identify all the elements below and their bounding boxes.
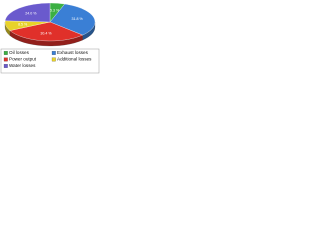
slice: [4, 2, 51, 23]
chart: 5.3 % 31.8 % 30.4 % 8.5 % 24.0 % Oil losses Ex…: [0, 2, 100, 74]
legend-box: [0, 48, 100, 74]
legend-label: Oil losses: [9, 50, 30, 55]
legend-label: Additional losses: [57, 57, 92, 62]
value-label: 5.3 %: [50, 8, 60, 12]
legend-swatch: [3, 51, 8, 55]
value-label: 8.5 %: [18, 22, 28, 26]
legend-label: Exhaust losses: [57, 50, 89, 55]
legend-label: Power output: [9, 57, 37, 62]
legend-swatch: [3, 57, 8, 62]
legend-label: Water losses: [9, 63, 36, 68]
legend-swatch: [51, 51, 56, 55]
value-label: 24.0 %: [25, 11, 37, 15]
legend-swatch: [3, 64, 8, 68]
value-label: 31.8 %: [72, 17, 84, 21]
legend-swatch: [51, 57, 56, 62]
slice: [49, 3, 96, 36]
value-label: 30.4 %: [40, 32, 52, 36]
